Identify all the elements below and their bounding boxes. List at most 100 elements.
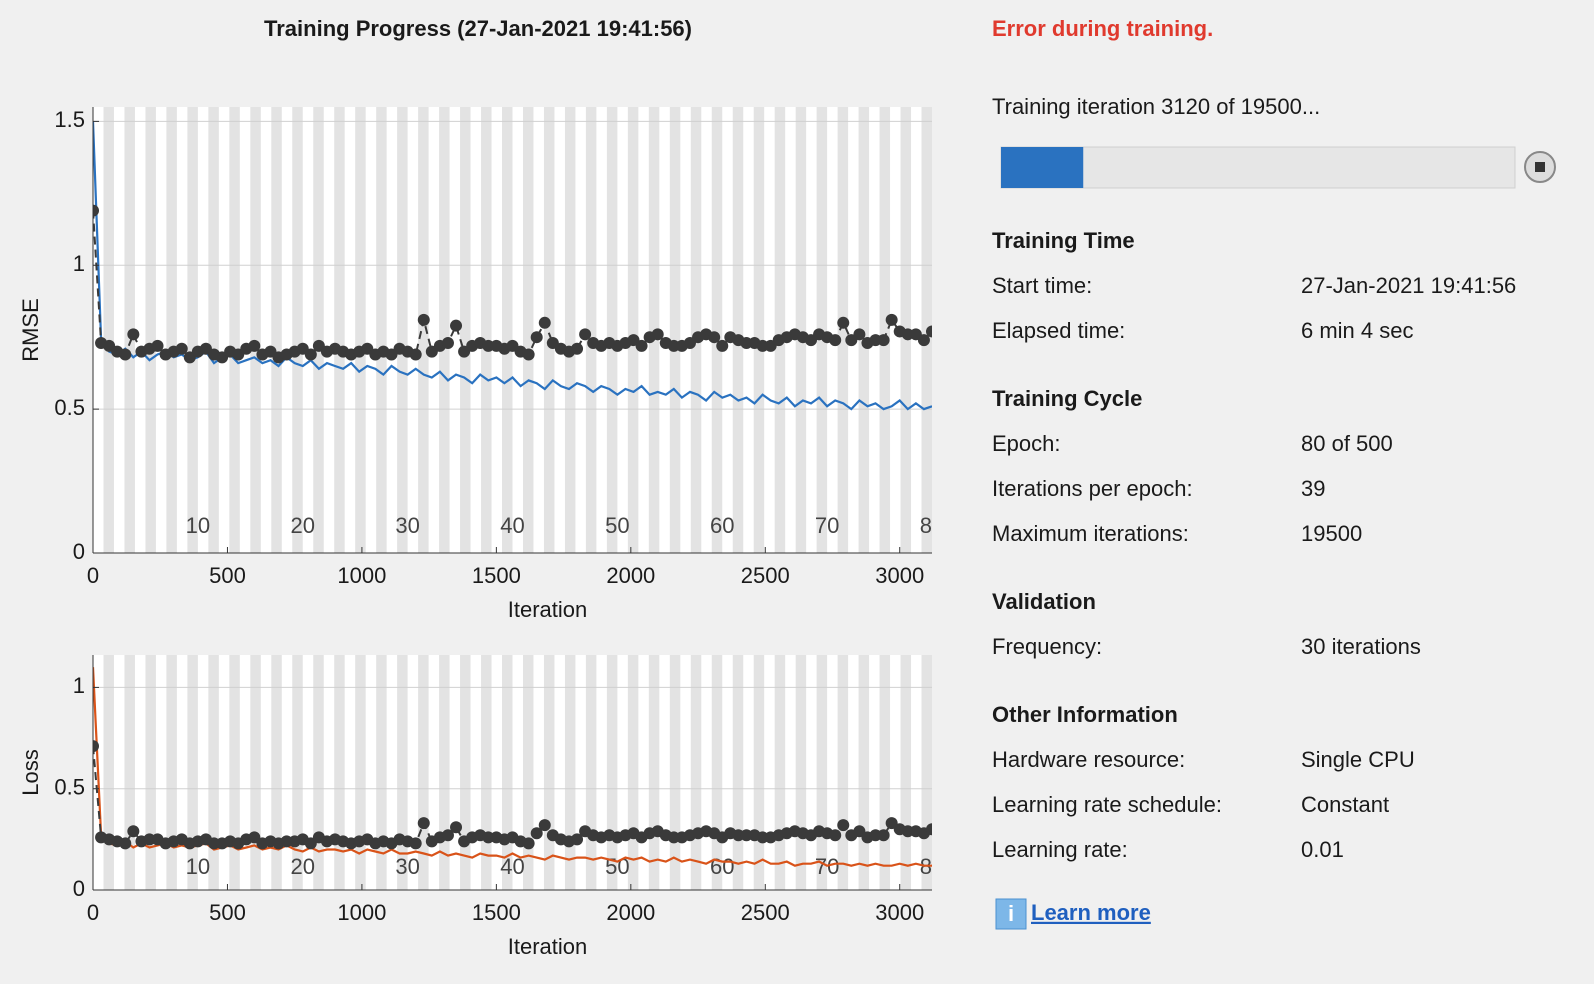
epoch-band (627, 655, 639, 890)
plot-content: 10 20 30 40 50 60 70 80 (93, 655, 932, 891)
validation-point (530, 827, 543, 840)
x-tick-label: 500 (209, 563, 246, 588)
chart-title: Training Progress (27-Jan-2021 19:41:56) (264, 16, 692, 41)
validation-point (837, 819, 850, 832)
validation-point (248, 339, 261, 352)
x-tick-label: 3000 (875, 563, 924, 588)
epoch-band (397, 655, 408, 890)
epoch-label: 80 (920, 513, 944, 538)
validation-point (530, 331, 543, 344)
validation-point (538, 819, 551, 832)
epoch-band (502, 107, 513, 553)
x-tick-label: 500 (209, 900, 246, 925)
epoch-band (774, 107, 786, 553)
epoch-band (837, 655, 849, 890)
validation-point (522, 837, 535, 850)
epoch-band (376, 107, 387, 553)
epoch-band (229, 107, 240, 553)
epoch-band (711, 107, 723, 553)
field-label: Start time: (992, 273, 1092, 298)
epoch-band (711, 655, 723, 890)
validation-point (917, 334, 930, 347)
field-label: Learning rate schedule: (992, 792, 1222, 817)
epoch-band (460, 655, 471, 890)
validation-point (417, 817, 430, 830)
validation-point (417, 313, 430, 326)
y-tick-label: 1.5 (54, 107, 85, 132)
epoch-band (292, 107, 303, 553)
epoch-band (460, 107, 471, 553)
epoch-band (585, 107, 597, 553)
x-tick-label: 1000 (337, 563, 386, 588)
epoch-band (774, 655, 786, 890)
epoch-band (669, 107, 681, 553)
validation-point (409, 348, 422, 361)
epoch-band (690, 655, 702, 890)
epoch-band (732, 655, 744, 890)
validation-point (829, 334, 842, 347)
y-tick-label: 0.5 (54, 395, 85, 420)
epoch-band (816, 655, 828, 890)
y-axis-label: Loss (18, 749, 43, 795)
epoch-band (753, 655, 765, 890)
validation-point (885, 313, 898, 326)
validation-point (829, 829, 842, 842)
section-title: Training Cycle (992, 386, 1142, 411)
field-label: Maximum iterations: (992, 521, 1189, 546)
epoch-band (250, 655, 261, 890)
epoch-band (145, 655, 156, 890)
epoch-band (313, 655, 324, 890)
y-tick-label: 1 (73, 251, 85, 276)
epoch-label: 60 (710, 854, 734, 879)
learn-more-link[interactable]: Learn more (1031, 900, 1151, 925)
epoch-band (418, 655, 429, 890)
validation-point (579, 328, 592, 341)
epoch-band (208, 655, 219, 890)
epoch-band (334, 107, 345, 553)
epoch-band (690, 107, 702, 553)
epoch-band (292, 655, 303, 890)
validation-point (151, 339, 164, 352)
epoch-band (397, 107, 408, 553)
epoch-band (858, 655, 870, 890)
validation-point (651, 328, 664, 341)
stop-button[interactable] (1524, 151, 1556, 183)
validation-point (409, 837, 422, 850)
epoch-band (103, 107, 114, 553)
epoch-band (334, 655, 345, 890)
field-label: Frequency: (992, 634, 1102, 659)
epoch-band (502, 655, 513, 890)
epoch-band (522, 655, 534, 890)
epoch-band (271, 107, 282, 553)
field-value: Constant (1301, 792, 1389, 817)
plot-content: 10 20 30 40 50 60 70 80 (93, 107, 944, 554)
x-tick-label: 2000 (606, 900, 655, 925)
epoch-band (355, 107, 366, 553)
epoch-band (271, 655, 282, 890)
epoch-band (648, 655, 660, 890)
validation-point (441, 336, 454, 349)
epoch-band (418, 107, 429, 553)
epoch-band (564, 107, 576, 553)
epoch-band (921, 655, 932, 890)
validation-point (119, 348, 132, 361)
field-value: 0.01 (1301, 837, 1344, 862)
y-tick-label: 1 (73, 673, 85, 698)
epoch-band (585, 655, 597, 890)
validation-point (571, 833, 584, 846)
epoch-band (187, 107, 198, 553)
epoch-band (103, 655, 114, 890)
field-value: 30 iterations (1301, 634, 1421, 659)
epoch-band (858, 107, 870, 553)
stop-icon[interactable] (1535, 162, 1545, 172)
section-title: Other Information (992, 702, 1178, 727)
status-message: Error during training. (992, 16, 1213, 41)
field-value: Single CPU (1301, 747, 1415, 772)
training-line (93, 667, 932, 867)
epoch-label: 30 (395, 854, 419, 879)
section-title: Validation (992, 589, 1096, 614)
field-value: 39 (1301, 476, 1325, 501)
field-label: Epoch: (992, 431, 1061, 456)
validation-point (571, 342, 584, 355)
epoch-band (229, 655, 240, 890)
